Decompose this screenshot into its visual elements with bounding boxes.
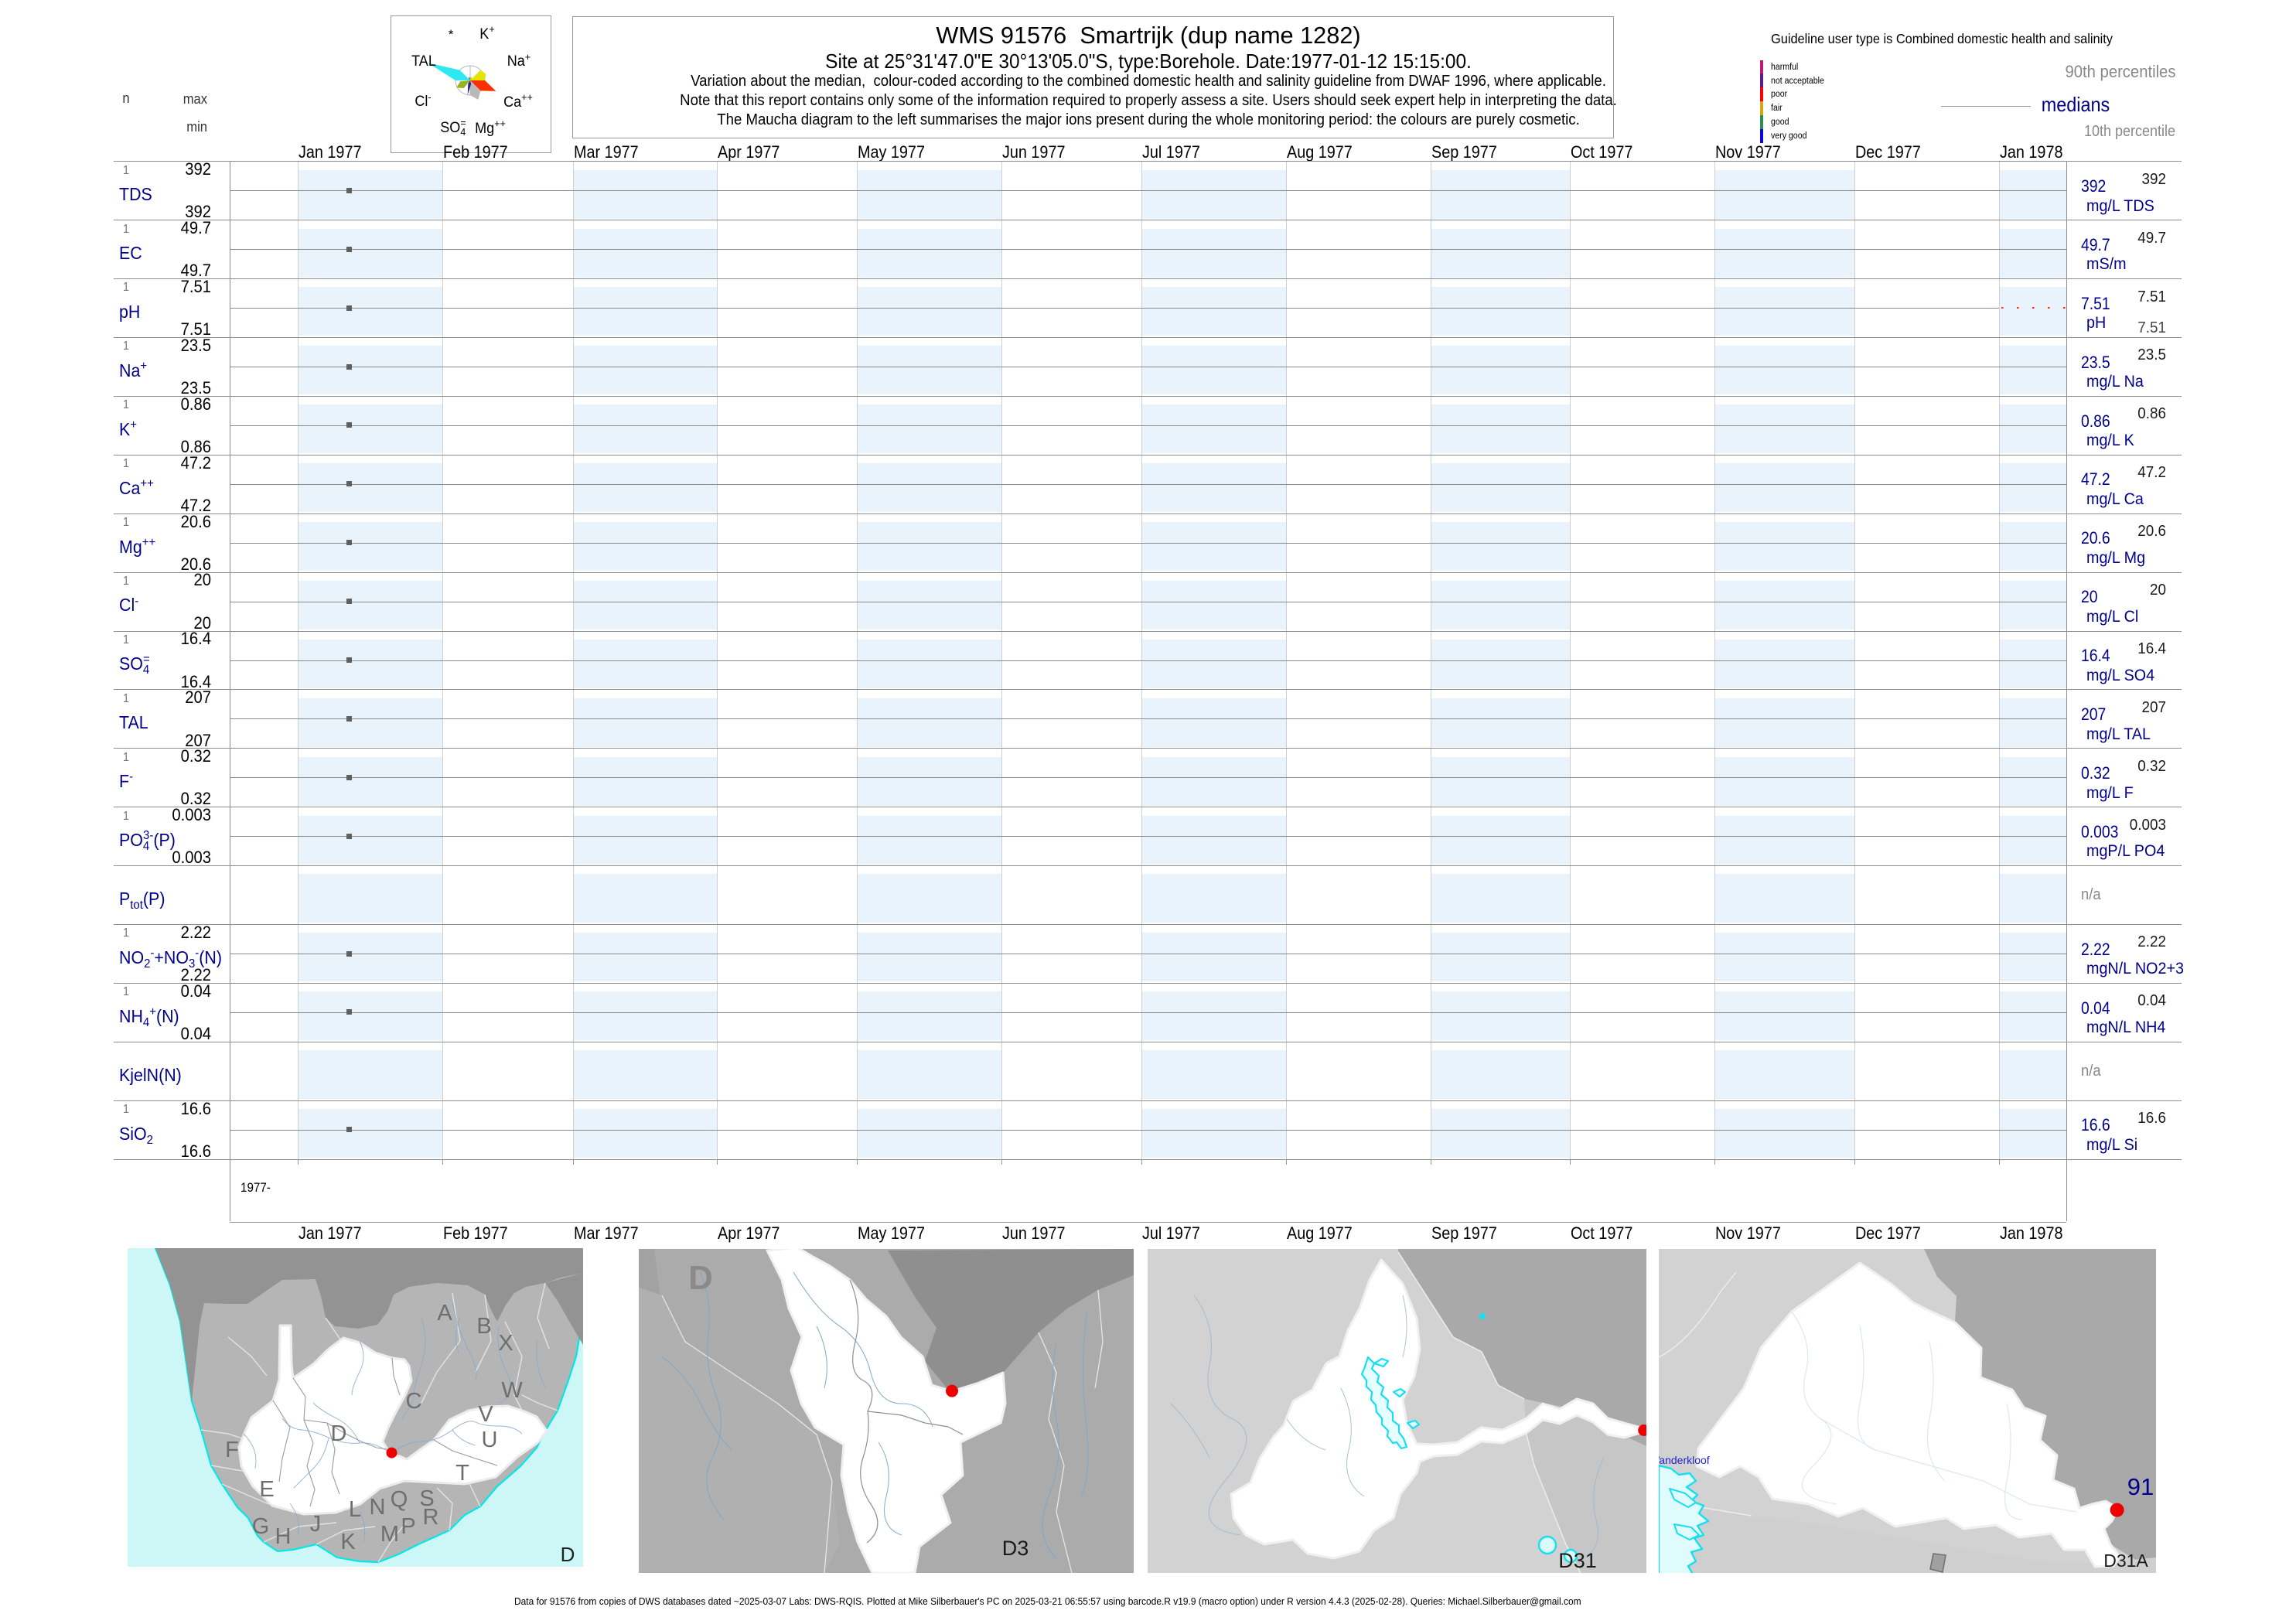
svg-text:V: V: [478, 1402, 493, 1427]
svg-text:D3: D3: [1002, 1537, 1029, 1560]
svg-text:J: J: [310, 1512, 322, 1537]
svg-text:L: L: [349, 1497, 361, 1522]
svg-text:R: R: [423, 1505, 439, 1530]
svg-text:E: E: [259, 1477, 274, 1502]
svg-text:S: S: [419, 1486, 434, 1511]
svg-text:D: D: [331, 1421, 347, 1446]
svg-text:H: H: [275, 1524, 292, 1549]
svg-text:D31A: D31A: [2103, 1551, 2148, 1571]
svg-text:M: M: [380, 1522, 399, 1547]
svg-text:P: P: [401, 1514, 415, 1539]
svg-text:T: T: [455, 1461, 469, 1486]
svg-text:W: W: [501, 1378, 523, 1403]
svg-text:Q: Q: [391, 1487, 408, 1512]
svg-text:C: C: [406, 1389, 422, 1414]
svg-text:F: F: [225, 1438, 239, 1462]
svg-text:N: N: [370, 1495, 386, 1520]
svg-text:K: K: [340, 1530, 356, 1554]
svg-text:D: D: [561, 1543, 575, 1566]
svg-text:91: 91: [2127, 1473, 2154, 1500]
svg-text:X: X: [498, 1331, 513, 1356]
svg-text:B: B: [476, 1314, 491, 1339]
svg-text:D: D: [688, 1259, 713, 1297]
svg-text:A: A: [437, 1301, 452, 1325]
svg-text:Vanderkloof: Vanderkloof: [1659, 1454, 1710, 1466]
svg-text:U: U: [482, 1428, 498, 1452]
svg-text:G: G: [252, 1514, 270, 1539]
svg-text:D31: D31: [1558, 1549, 1597, 1572]
